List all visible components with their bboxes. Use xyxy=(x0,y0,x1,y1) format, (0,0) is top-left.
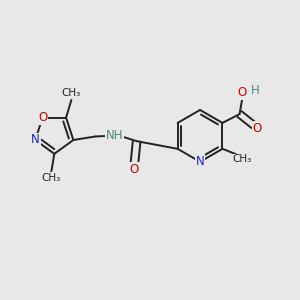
Text: N: N xyxy=(31,134,40,146)
Text: NH: NH xyxy=(106,129,123,142)
Text: O: O xyxy=(38,111,47,124)
Text: O: O xyxy=(130,163,139,176)
Text: CH₃: CH₃ xyxy=(42,173,61,183)
Text: CH₃: CH₃ xyxy=(62,88,81,98)
Text: N: N xyxy=(196,155,204,168)
Text: O: O xyxy=(253,122,262,135)
Text: CH₃: CH₃ xyxy=(232,154,251,164)
Text: O: O xyxy=(237,86,247,99)
Text: H: H xyxy=(250,84,259,97)
